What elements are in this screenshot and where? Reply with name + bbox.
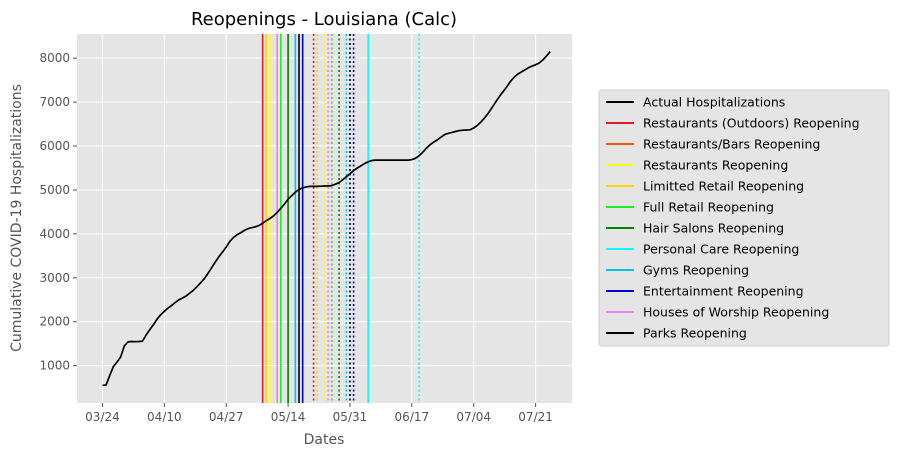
x-tick-label: 03/24 (85, 410, 120, 424)
series-line (102, 51, 551, 387)
y-tick-label: 1000 (39, 359, 70, 373)
legend-label: Restaurants (Outdoors) Reopening (643, 116, 860, 131)
legend-label: Entertainment Reopening (643, 284, 804, 299)
y-tick-label: 2000 (39, 315, 70, 329)
y-axis-label: Cumulative COVID-19 Hospitalizations (9, 84, 25, 352)
x-tick-label: 04/10 (147, 410, 182, 424)
y-tick-label: 6000 (39, 139, 70, 153)
legend-label: Limitted Retail Reopening (643, 179, 804, 194)
x-tick-label: 07/04 (456, 410, 491, 424)
legend-label: Gyms Reopening (643, 263, 749, 278)
y-tick-label: 5000 (39, 183, 70, 197)
legend-label: Houses of Worship Reopening (643, 305, 829, 320)
legend: Actual Hospitalizations Restaurants (Outd… (598, 89, 890, 347)
x-tick-label: 07/21 (518, 410, 553, 424)
legend-box (598, 89, 890, 347)
legend-label: Parks Reopening (643, 326, 747, 341)
x-tick-label: 05/31 (333, 410, 368, 424)
y-tick-label: 7000 (39, 95, 70, 109)
legend-label: Personal Care Reopening (643, 242, 799, 257)
legend-label: Restaurants/Bars Reopening (643, 137, 820, 152)
legend-label: Full Retail Reopening (643, 200, 774, 215)
chart-title: Reopenings - Louisiana (Calc) (191, 9, 457, 30)
legend-label: Restaurants Reopening (643, 158, 788, 173)
x-axis-label: Dates (304, 432, 345, 448)
legend-label: Actual Hospitalizations (643, 95, 785, 110)
x-tick-label: 04/27 (209, 410, 244, 424)
y-tick-label: 3000 (39, 271, 70, 285)
y-tick-label: 8000 (39, 51, 70, 65)
x-tick-label: 05/14 (271, 410, 306, 424)
y-tick-label: 4000 (39, 227, 70, 241)
x-tick-label: 06/17 (395, 410, 430, 424)
data-lines (102, 51, 551, 387)
legend-label: Hair Salons Reopening (643, 221, 784, 236)
y-axis: 1000 2000 3000 4000 5000 6000 7000 8000 (39, 51, 77, 373)
x-axis: 03/24 04/10 04/27 05/14 05/31 06/17 07/04 07/21 (85, 403, 553, 424)
